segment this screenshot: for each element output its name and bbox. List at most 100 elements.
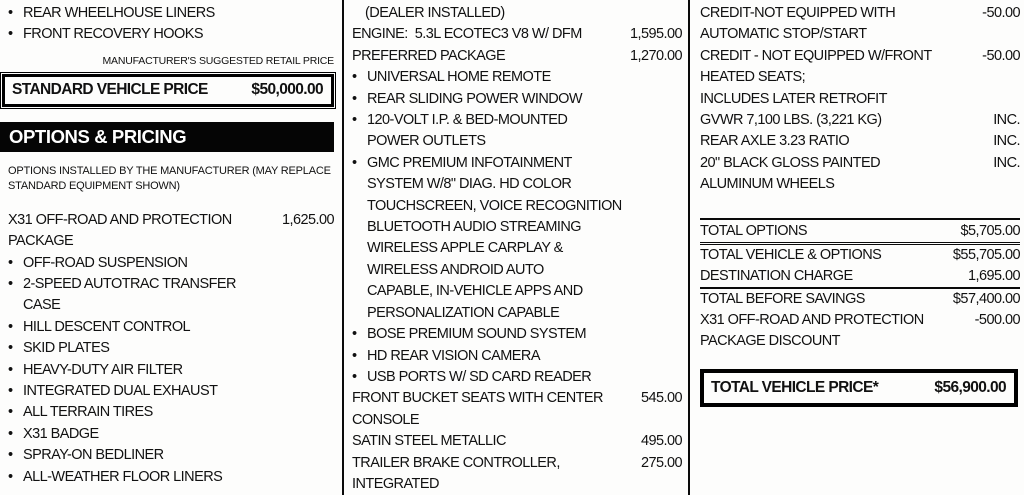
bullet-icon	[8, 24, 23, 45]
package-feature-label: SPRAY-ON BEDLINER	[23, 447, 164, 464]
package-discount-row: X31 OFF-ROAD AND PROTECTION PACKAGE DISC…	[700, 310, 1021, 352]
option-label: GVWR 7,100 LBS. (3,221 KG)	[700, 112, 882, 129]
option-price: -50.00	[982, 47, 1020, 64]
total-vehicle-price-value: $56,900.00	[934, 378, 1006, 396]
options-installed-note: OPTIONS INSTALLED BY THE MANUFACTURER (M…	[8, 164, 331, 193]
total-value: $57,400.00	[952, 290, 1021, 307]
option-label: TRAILER BRAKE CONTROLLER, INTEGRATED	[352, 454, 560, 492]
total-value: $55,705.00	[952, 246, 1021, 263]
total-label: TOTAL OPTIONS	[700, 222, 808, 239]
option-price: INC.	[993, 154, 1020, 171]
total-options-row: TOTAL OPTIONS $5,705.00	[700, 221, 1021, 245]
package-feature-item: GMC PREMIUM INFOTAINMENT SYSTEM W/8" DIA…	[352, 153, 682, 324]
package-feature-item: INTEGRATED DUAL EXHAUST	[8, 381, 334, 402]
right-column: CREDIT-NOT EQUIPPED WITH AUTOMATIC STOP/…	[690, 0, 1024, 495]
option-price: INC.	[993, 112, 1020, 129]
option-row-paint: SATIN STEEL METALLIC 495.00	[352, 431, 683, 452]
option-row-x31-package: X31 OFF-ROAD AND PROTECTION PACKAGE 1,62…	[8, 210, 335, 253]
bullet-icon	[352, 346, 367, 367]
option-label: FRONT BUCKET SEATS WITH CENTER CONSOLE	[352, 390, 604, 428]
package-feature-label: HEAVY-DUTY AIR FILTER	[23, 361, 183, 378]
package-feature-label: HD REAR VISION CAMERA	[367, 347, 541, 364]
bullet-icon	[8, 467, 23, 488]
package-feature-item: ALL TERRAIN TIRES	[8, 402, 334, 423]
total-label: DESTINATION CHARGE	[700, 267, 853, 284]
package-feature-label: 120-VOLT I.P. & BED-MOUNTED POWER OUTLET…	[367, 112, 568, 150]
bullet-icon	[352, 324, 367, 345]
package-feature-item: BOSE PREMIUM SOUND SYSTEM	[352, 324, 682, 345]
option-row-credit-heated-seats: CREDIT - NOT EQUIPPED W/FRONT HEATED SEA…	[700, 46, 1021, 110]
bullet-icon	[8, 381, 23, 402]
option-row-preferred-package: PREFERRED PACKAGE 1,270.00	[352, 46, 683, 67]
package-feature-label: REAR SLIDING POWER WINDOW	[367, 90, 583, 107]
package-feature-label: USB PORTS W/ SD CARD READER	[367, 368, 592, 385]
option-label: CREDIT - NOT EQUIPPED W/FRONT HEATED SEA…	[700, 47, 932, 107]
option-price: 275.00	[640, 454, 683, 471]
total-label: TOTAL VEHICLE & OPTIONS	[700, 246, 882, 263]
options-pricing-section-header: OPTIONS & PRICING	[0, 121, 334, 152]
package-feature-label: ALL TERRAIN TIRES	[23, 404, 153, 421]
option-label: SATIN STEEL METALLIC	[352, 433, 506, 450]
option-price: 1,595.00	[629, 26, 683, 43]
option-price: -50.00	[982, 5, 1020, 21]
total-value: 1,695.00	[967, 267, 1021, 284]
total-label: X31 OFF-ROAD AND PROTECTION PACKAGE DISC…	[700, 311, 924, 349]
package-feature-item: SKID PLATES	[8, 338, 334, 359]
option-label: ENGINE: 5.3L ECOTEC3 V8 W/ DFM	[352, 26, 582, 43]
option-row-rear-axle: REAR AXLE 3.23 RATIO INC.	[700, 131, 1021, 152]
total-value: -500.00	[974, 311, 1021, 328]
package-feature-item: 2-SPEED AUTOTRAC TRANSFER CASE	[8, 274, 334, 317]
package-feature-label: X31 BADGE	[23, 425, 99, 442]
option-price: 1,625.00	[281, 211, 335, 228]
package-feature-item: 120-VOLT I.P. & BED-MOUNTED POWER OUTLET…	[352, 110, 682, 153]
package-feature-label: GMC PREMIUM INFOTAINMENT SYSTEM W/8" DIA…	[367, 154, 622, 321]
option-row-engine: ENGINE: 5.3L ECOTEC3 V8 W/ DFM 1,595.00	[352, 24, 683, 45]
bullet-icon	[8, 3, 23, 24]
total-vehicle-options-row: TOTAL VEHICLE & OPTIONS $55,705.00	[700, 245, 1021, 266]
bullet-icon	[352, 153, 367, 324]
option-price: INC.	[993, 133, 1020, 150]
option-row-wheels: 20" BLACK GLOSS PAINTED ALUMINUM WHEELS …	[700, 153, 1021, 196]
standard-vehicle-price-box: STANDARD VEHICLE PRICE $50,000.00	[0, 71, 336, 109]
package-feature-label: OFF-ROAD SUSPENSION	[23, 254, 188, 271]
package-feature-item: OFF-ROAD SUSPENSION	[8, 253, 334, 274]
middle-column: (DEALER INSTALLED) ENGINE: 5.3L ECOTEC3 …	[344, 0, 690, 495]
package-feature-item: REAR SLIDING POWER WINDOW	[352, 89, 682, 110]
standard-equipment-label: FRONT RECOVERY HOOKS	[23, 26, 204, 43]
package-feature-item: HD REAR VISION CAMERA	[352, 346, 682, 367]
msrp-caption: MANUFACTURER'S SUGGESTED RETAIL PRICE	[102, 54, 335, 67]
bullet-icon	[8, 402, 23, 423]
option-price: 495.00	[640, 433, 683, 450]
bullet-icon	[8, 360, 23, 381]
bullet-icon	[352, 367, 367, 388]
package-feature-label: SKID PLATES	[23, 340, 110, 357]
bullet-icon	[8, 274, 23, 317]
bullet-icon	[352, 67, 367, 88]
option-label: REAR AXLE 3.23 RATIO	[700, 133, 850, 150]
bullet-icon	[8, 253, 23, 274]
standard-equipment-item: FRONT RECOVERY HOOKS	[8, 24, 334, 45]
total-value: $5,705.00	[960, 222, 1020, 239]
left-column: REAR WHEELHOUSE LINERS FRONT RECOVERY HO…	[0, 0, 344, 495]
total-vehicle-price-box: TOTAL VEHICLE PRICE* $56,900.00	[700, 368, 1018, 407]
bullet-icon	[8, 424, 23, 445]
package-feature-label: HILL DESCENT CONTROL	[23, 318, 191, 335]
standard-vehicle-price-value: $50,000.00	[251, 80, 323, 98]
package-feature-item: HILL DESCENT CONTROL	[8, 317, 334, 338]
option-label: PREFERRED PACKAGE	[352, 47, 506, 64]
package-feature-item: X31 BADGE	[8, 424, 334, 445]
package-feature-label: UNIVERSAL HOME REMOTE	[367, 69, 551, 86]
total-label: TOTAL BEFORE SAVINGS	[700, 290, 865, 307]
total-vehicle-price-label: TOTAL VEHICLE PRICE*	[711, 378, 879, 396]
package-feature-item: UNIVERSAL HOME REMOTE	[352, 67, 682, 88]
standard-equipment-label: REAR WHEELHOUSE LINERS	[23, 5, 215, 21]
bullet-icon	[352, 110, 367, 153]
bullet-icon	[352, 89, 367, 110]
totals-table: TOTAL OPTIONS $5,705.00 TOTAL VEHICLE & …	[700, 217, 1021, 352]
option-price: 1,270.00	[629, 47, 683, 64]
destination-charge-row: DESTINATION CHARGE 1,695.00	[700, 266, 1021, 289]
package-feature-item: HEAVY-DUTY AIR FILTER	[8, 360, 334, 381]
option-label: 20" BLACK GLOSS PAINTED ALUMINUM WHEELS	[700, 154, 881, 193]
option-label: X31 OFF-ROAD AND PROTECTION PACKAGE	[8, 211, 232, 250]
